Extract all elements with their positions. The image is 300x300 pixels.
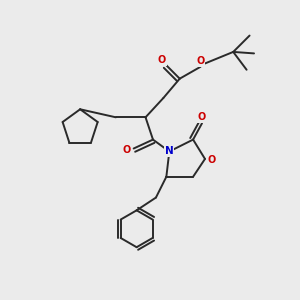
Text: O: O (123, 145, 131, 155)
Text: O: O (207, 154, 216, 164)
Text: O: O (196, 56, 205, 66)
Text: O: O (158, 55, 166, 65)
Text: O: O (198, 112, 206, 122)
Text: N: N (165, 146, 174, 156)
